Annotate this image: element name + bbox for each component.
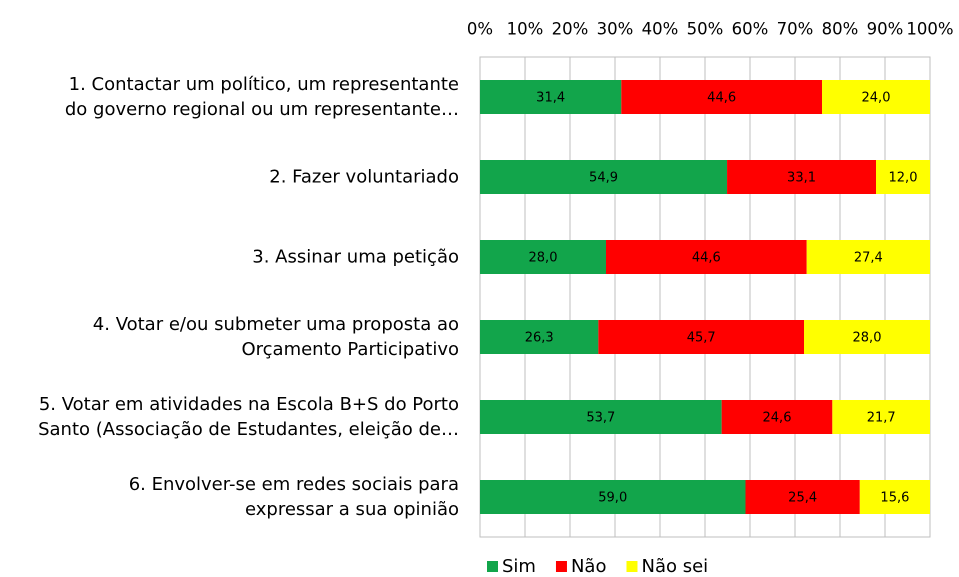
data-label: 24,0: [862, 91, 891, 106]
category-label: 5. Votar em atividades na Escola B+S do …: [38, 394, 459, 440]
legend-label: Não sei: [641, 556, 708, 577]
data-label: 12,0: [889, 171, 918, 186]
data-label: 28,0: [529, 251, 558, 266]
legend-item: Não sei: [626, 556, 708, 577]
x-tick-label: 80%: [822, 20, 859, 39]
bar-segment: [745, 480, 860, 514]
data-label: 24,6: [763, 411, 792, 426]
bar-segment: [832, 400, 930, 434]
data-label: 31,4: [536, 91, 565, 106]
category-label: 2. Fazer voluntariado: [269, 166, 459, 188]
category-label: 1. Contactar um político, um representan…: [64, 74, 459, 120]
legend-swatch: [487, 561, 498, 572]
data-label: 25,4: [788, 491, 817, 506]
bar-segment: [721, 400, 833, 434]
legend-swatch: [626, 561, 638, 572]
x-tick-label: 70%: [777, 20, 814, 39]
bar-segment: [480, 240, 606, 274]
data-label: 45,7: [687, 331, 716, 346]
legend-label: Não: [571, 556, 607, 577]
bar-segment: [480, 80, 622, 114]
legend-item: Sim: [487, 556, 536, 577]
data-label: 21,7: [867, 411, 896, 426]
x-tick-label: 100%: [906, 20, 953, 39]
data-label: 33,1: [787, 171, 816, 186]
data-label: 26,3: [525, 331, 554, 346]
bar-segment: [480, 480, 746, 514]
bar-segment: [480, 320, 599, 354]
data-label: 54,9: [589, 171, 618, 186]
x-tick-label: 90%: [867, 20, 904, 39]
x-tick-label: 50%: [687, 20, 724, 39]
bar-segment: [598, 320, 804, 354]
data-label: 59,0: [598, 491, 627, 506]
x-tick-label: 10%: [507, 20, 544, 39]
x-tick-label: 40%: [642, 20, 679, 39]
bar-segment: [727, 160, 876, 194]
data-label: 44,6: [692, 251, 721, 266]
bar-segment: [876, 160, 930, 194]
bar-segment: [606, 240, 807, 274]
data-label: 27,4: [854, 251, 883, 266]
data-label: 28,0: [853, 331, 882, 346]
category-label: 6. Envolver-se em redes sociais para exp…: [128, 474, 459, 520]
category-label: 3. Assinar uma petição: [252, 246, 459, 268]
category-label: 4. Votar e/ou submeter uma proposta ao O…: [92, 314, 459, 360]
bar-segment: [806, 240, 930, 274]
x-tick-label: 20%: [552, 20, 589, 39]
x-tick-label: 60%: [732, 20, 769, 39]
bar-segment: [621, 80, 822, 114]
x-tick-label: 0%: [467, 20, 493, 39]
data-label: 44,6: [707, 91, 736, 106]
bar-segment: [480, 160, 728, 194]
data-label: 53,7: [586, 411, 615, 426]
bar-segment: [804, 320, 930, 354]
legend-item: Não: [555, 556, 607, 577]
legend-label: Sim: [502, 556, 536, 577]
legend-swatch: [555, 561, 567, 572]
x-tick-label: 30%: [597, 20, 634, 39]
data-label: 15,6: [880, 491, 909, 506]
bar-segment: [480, 400, 722, 434]
bar-segment: [822, 80, 930, 114]
bar-segment: [859, 480, 930, 514]
